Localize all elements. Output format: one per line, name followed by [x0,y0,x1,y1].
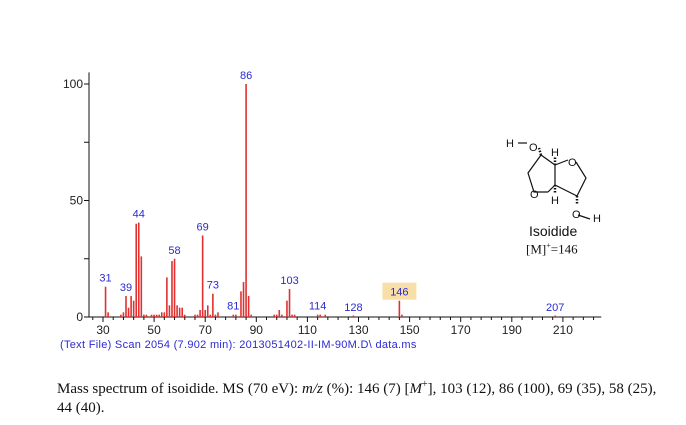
x-tick-label: 110 [298,323,317,337]
peak-label: 86 [240,70,252,82]
peak-label: 114 [309,301,327,313]
caption-m: M [409,381,422,397]
peak-label: 58 [168,245,180,257]
ion-charge: + [546,241,551,250]
y-tick-label: 0 [76,310,83,324]
axes: 30 50 70 90 110 130 150 170 190 210 0 50 100 [63,72,602,337]
atom-h: H [551,195,559,207]
peak-label: 81 [227,301,239,313]
x-tick-label: 130 [348,323,368,337]
atom-h: H [593,213,601,225]
caption-text: ], 103 (12), 86 (100), 69 (35), 58 (25),… [57,381,657,416]
ion-value: =146 [550,241,578,257]
molecule-atoms: H O H O O H O H [506,138,601,225]
peak-label: 146 [390,287,408,299]
x-tick-label: 170 [451,323,471,337]
caption-sup: + [421,379,428,390]
peak-label: 103 [280,275,298,287]
atom-h: H [551,147,559,159]
molecule-name: Isoidide [529,223,578,239]
peak-label: 73 [207,280,219,292]
atom-o: O [568,157,577,169]
x-tick-label: 90 [250,323,264,337]
peak-label: 207 [546,302,564,314]
y-tick-label: 50 [70,194,84,208]
atom-o: O [529,142,538,154]
atom-h: H [506,138,514,150]
figure-caption: Mass spectrum of isoidide. MS (70 eV): m… [57,375,657,418]
scan-info: (Text File) Scan 2054 (7.902 min): 20130… [60,339,417,351]
molecule-structure [518,142,591,220]
molecular-ion: [M]+=146 [526,241,578,257]
y-tick-label: 100 [63,77,83,91]
caption-mz: m/z [301,381,323,397]
peak-label: 69 [197,221,209,233]
peaks [104,84,557,317]
caption-text: Mass spectrum of isoidide. MS (70 eV): [57,381,302,397]
peak-label: 44 [133,209,145,221]
atom-o: O [530,189,539,201]
x-tick-label: 190 [502,323,522,337]
x-tick-label: 70 [199,323,213,337]
x-tick-label: 50 [147,323,161,337]
x-tick-label: 150 [400,323,420,337]
highlight-box [382,282,417,300]
atom-o: O [572,209,581,221]
ion-prefix: [M] [526,241,547,257]
peak-label: 128 [344,302,362,314]
mass-spectrum-chart: 30 50 70 90 110 130 150 170 190 210 0 50 100 31 39 44 5… [63,70,602,337]
x-tick-label: 30 [96,323,110,337]
caption-text: (%): 146 (7) [ [322,381,410,397]
peak-label: 31 [99,273,111,285]
peak-labels: 31 39 44 58 69 73 81 86 103 114 128 146 207 [99,70,564,314]
peak-label: 39 [120,282,132,294]
x-tick-label: 210 [553,323,573,337]
